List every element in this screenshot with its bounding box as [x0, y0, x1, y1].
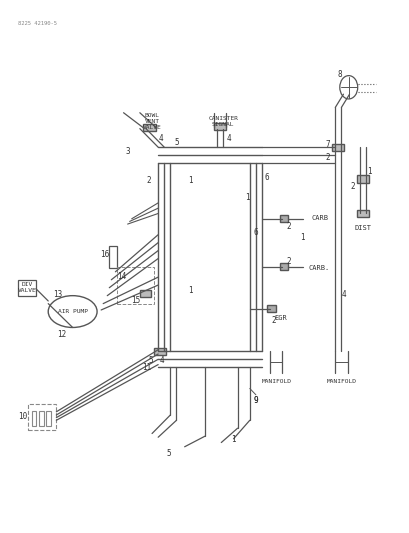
Text: CARB: CARB — [311, 215, 328, 221]
Bar — [279, 215, 288, 222]
Text: 13: 13 — [53, 289, 62, 298]
Text: 6: 6 — [264, 173, 269, 182]
Bar — [139, 290, 151, 297]
Text: 5: 5 — [174, 139, 178, 148]
Text: CANISTER
SIGNAL: CANISTER SIGNAL — [208, 116, 238, 127]
Text: 1: 1 — [231, 435, 235, 445]
Text: BOWL
VENT
VALVE: BOWL VENT VALVE — [142, 114, 161, 130]
Text: 11: 11 — [142, 363, 151, 372]
Bar — [117, 266, 154, 304]
Bar — [154, 348, 166, 355]
Circle shape — [339, 76, 357, 99]
Text: DIST: DIST — [353, 225, 370, 231]
Text: 14: 14 — [117, 271, 126, 280]
Text: 6: 6 — [253, 228, 258, 237]
Bar — [31, 411, 36, 425]
Text: 1: 1 — [367, 166, 371, 175]
Text: 2: 2 — [285, 257, 290, 265]
Bar — [143, 124, 156, 131]
Text: EGR: EGR — [274, 315, 286, 321]
Text: 8225 42190-5: 8225 42190-5 — [18, 21, 56, 26]
Bar — [279, 263, 288, 270]
Text: CARB.: CARB. — [308, 264, 329, 271]
Bar — [214, 123, 225, 130]
Text: 10: 10 — [18, 411, 27, 421]
Text: 15: 15 — [131, 296, 140, 305]
Text: 9: 9 — [253, 395, 258, 405]
Text: 7: 7 — [325, 140, 330, 149]
Text: AIR PUMP: AIR PUMP — [58, 309, 88, 314]
Text: 4: 4 — [227, 134, 231, 143]
Text: 1: 1 — [188, 286, 192, 295]
Text: 2: 2 — [146, 175, 151, 184]
Text: MANIFOLD: MANIFOLD — [261, 379, 290, 384]
Text: DIV
VALVE: DIV VALVE — [18, 282, 36, 293]
Bar — [267, 305, 276, 312]
Text: 2: 2 — [325, 153, 330, 162]
Bar — [109, 246, 117, 268]
Text: 1: 1 — [188, 175, 192, 184]
Text: 2: 2 — [285, 222, 290, 231]
Text: 1: 1 — [245, 193, 249, 202]
Bar — [18, 280, 36, 296]
Text: MANIFOLD: MANIFOLD — [326, 379, 355, 384]
Ellipse shape — [48, 296, 97, 327]
Text: 5: 5 — [166, 449, 170, 458]
Bar — [28, 405, 56, 430]
Text: 4: 4 — [340, 289, 345, 298]
Text: 12: 12 — [57, 330, 66, 339]
Text: 4: 4 — [159, 134, 163, 143]
Text: 8: 8 — [337, 70, 342, 79]
Text: 4: 4 — [160, 357, 164, 366]
Text: 16: 16 — [100, 251, 110, 260]
Bar — [356, 210, 368, 217]
Text: 5: 5 — [148, 357, 153, 366]
Bar — [46, 411, 51, 425]
Text: 9: 9 — [254, 395, 258, 405]
Text: 2: 2 — [349, 182, 354, 191]
Bar — [39, 411, 44, 425]
Bar — [332, 144, 343, 151]
Text: 3: 3 — [125, 147, 130, 156]
Text: 2: 2 — [271, 316, 276, 325]
Bar — [356, 175, 368, 183]
Text: 1: 1 — [300, 233, 304, 242]
